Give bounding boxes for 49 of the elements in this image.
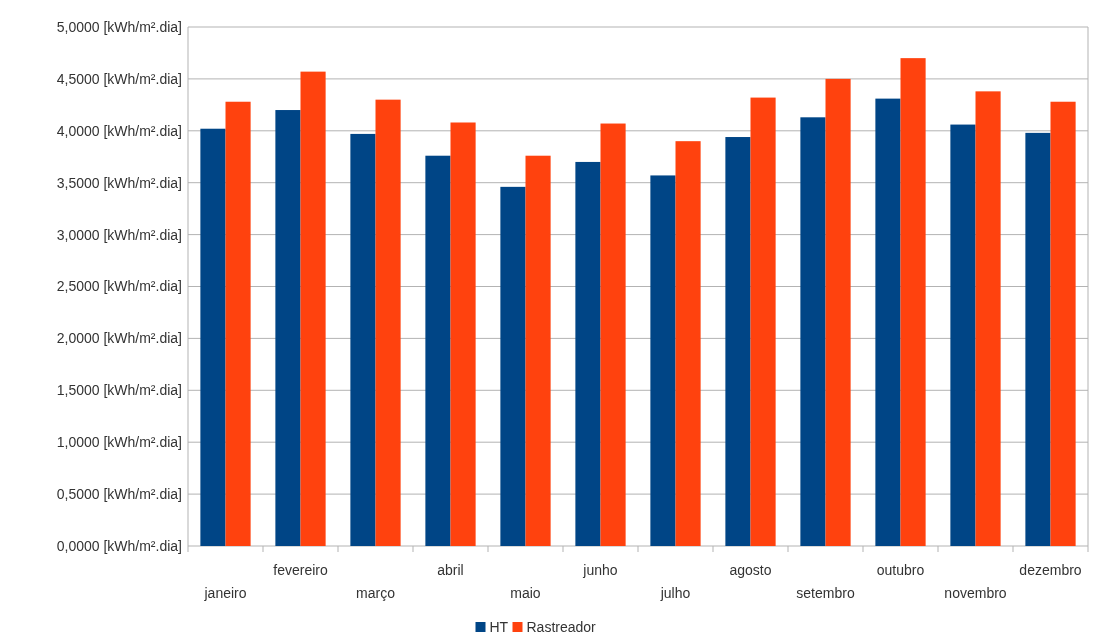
y-tick-label: 4,5000 [kWh/m².dia] [56,70,182,87]
y-tick-label: 0,0000 [kWh/m².dia] [56,537,182,554]
bar [875,98,901,546]
x-tick-label: janeiro [203,585,247,601]
legend-label: Rastreador [526,619,597,635]
bar [300,71,326,546]
y-tick-label: 5,0000 [kWh/m².dia] [56,18,182,35]
bar [575,161,601,546]
y-tick-label: 2,5000 [kWh/m².dia] [56,278,182,295]
bar [1050,101,1076,546]
bar [425,155,451,546]
bar [900,58,926,546]
y-tick-label: 3,5000 [kWh/m².dia] [56,174,182,191]
x-tick-label: dezembro [1019,562,1082,578]
x-tick-label: novembro [944,585,1007,601]
x-tick-label: setembro [796,585,855,601]
bar [450,122,476,546]
x-tick-label: março [356,585,396,601]
bar [225,101,251,546]
bar [275,110,301,546]
bar [1025,132,1051,546]
bar [750,97,776,546]
bar [825,78,851,546]
x-tick-label: outubro [876,562,925,578]
y-tick-label: 4,0000 [kWh/m².dia] [56,122,182,139]
x-tick-label: julho [659,585,691,601]
legend-label: HT [489,619,509,635]
y-tick-label: 1,0000 [kWh/m².dia] [56,434,182,451]
bar [675,141,701,546]
y-tick-label: 3,0000 [kWh/m².dia] [56,226,182,243]
x-tick-label: abril [437,562,464,578]
bar [650,175,676,546]
bar [725,137,751,546]
x-tick-label: agosto [729,562,772,578]
bar [950,124,976,546]
x-tick-label: fevereiro [273,562,328,578]
bar [525,155,551,546]
bar [350,133,376,546]
x-tick-label: junho [582,562,618,578]
bar [600,123,626,546]
y-tick-label: 1,5000 [kWh/m².dia] [56,382,182,399]
x-tick-label: maio [510,585,541,601]
y-tick-label: 0,5000 [kWh/m².dia] [56,486,182,502]
bar [975,91,1001,546]
bar [800,117,826,546]
bar [500,186,526,546]
bar [375,99,401,546]
bar [200,128,226,546]
y-tick-label: 2,0000 [kWh/m².dia] [56,330,182,347]
